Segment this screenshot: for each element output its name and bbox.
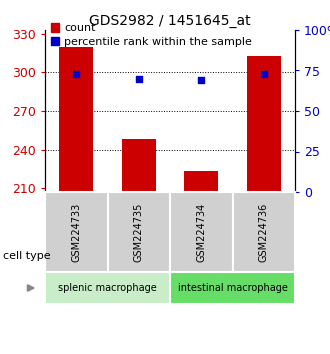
Legend: count, percentile rank within the sample: count, percentile rank within the sample (50, 23, 252, 47)
Bar (45, 272, 170, 304)
Point (261, 71, 266, 76)
Text: splenic macrophage: splenic macrophage (58, 283, 157, 293)
Bar (121, 139, 156, 192)
Text: GSM224734: GSM224734 (196, 202, 206, 262)
Bar (59, 47, 93, 192)
Title: GDS2982 / 1451645_at: GDS2982 / 1451645_at (89, 13, 251, 28)
Text: GSM224736: GSM224736 (259, 202, 269, 262)
Bar (170, 272, 295, 304)
Bar (184, 171, 218, 192)
Point (136, 76, 141, 81)
Text: GSM224735: GSM224735 (134, 202, 144, 262)
Point (199, 78, 204, 83)
Text: cell type: cell type (3, 251, 51, 261)
Text: intestinal macrophage: intestinal macrophage (178, 283, 287, 293)
Bar (108, 192, 170, 272)
Point (74, 71, 79, 76)
Bar (170, 192, 233, 272)
Bar (247, 56, 281, 192)
Bar (233, 192, 295, 272)
Text: GSM224733: GSM224733 (71, 202, 81, 262)
Bar (45, 192, 108, 272)
